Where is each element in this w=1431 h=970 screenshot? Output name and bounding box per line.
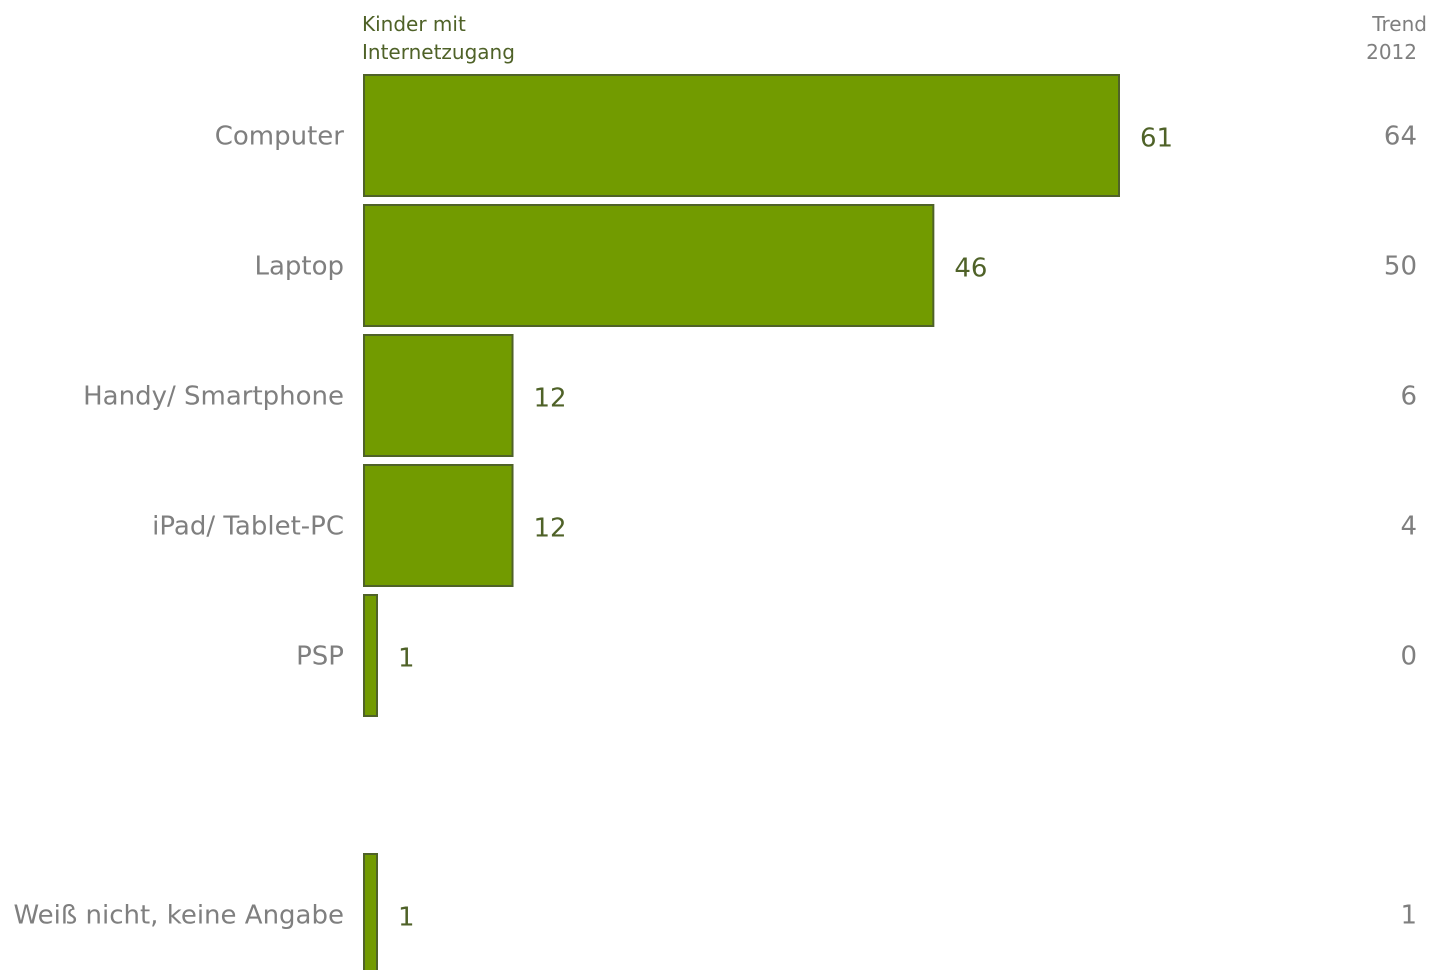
- bar: [363, 464, 514, 587]
- trend-title: Trend 2012: [1366, 12, 1427, 64]
- trend-value-label: 50: [1384, 252, 1417, 282]
- trend-value-label: 64: [1384, 122, 1417, 152]
- value-label: 46: [954, 254, 987, 284]
- value-label: 12: [534, 384, 567, 414]
- trend-value-label: 6: [1400, 382, 1417, 412]
- category-label: iPad/ Tablet-PC: [152, 512, 344, 542]
- trend-title-line-1: Trend: [1371, 12, 1427, 36]
- bar: [363, 204, 935, 327]
- series-title-line-2: Internetzugang: [362, 40, 515, 64]
- bar: [363, 74, 1120, 197]
- category-label: Weiß nicht, keine Angabe: [13, 901, 344, 931]
- series-title: Kinder mit Internetzugang: [362, 12, 515, 64]
- value-label: 1: [398, 903, 415, 933]
- bar: [363, 853, 378, 970]
- bar: [363, 334, 514, 457]
- trend-title-line-2: 2012: [1366, 40, 1417, 64]
- category-label: PSP: [296, 642, 344, 672]
- trend-value-label: 1: [1400, 901, 1417, 931]
- value-label: 61: [1140, 124, 1173, 154]
- series-title-line-1: Kinder mit: [362, 12, 466, 36]
- bar: [363, 594, 378, 717]
- trend-value-label: 4: [1400, 512, 1417, 542]
- category-label: Handy/ Smartphone: [83, 382, 344, 412]
- trend-value-label: 0: [1400, 642, 1417, 672]
- category-label: Computer: [215, 122, 345, 152]
- value-label: 12: [534, 514, 567, 544]
- value-label: 1: [398, 644, 415, 674]
- category-label: Laptop: [254, 252, 344, 282]
